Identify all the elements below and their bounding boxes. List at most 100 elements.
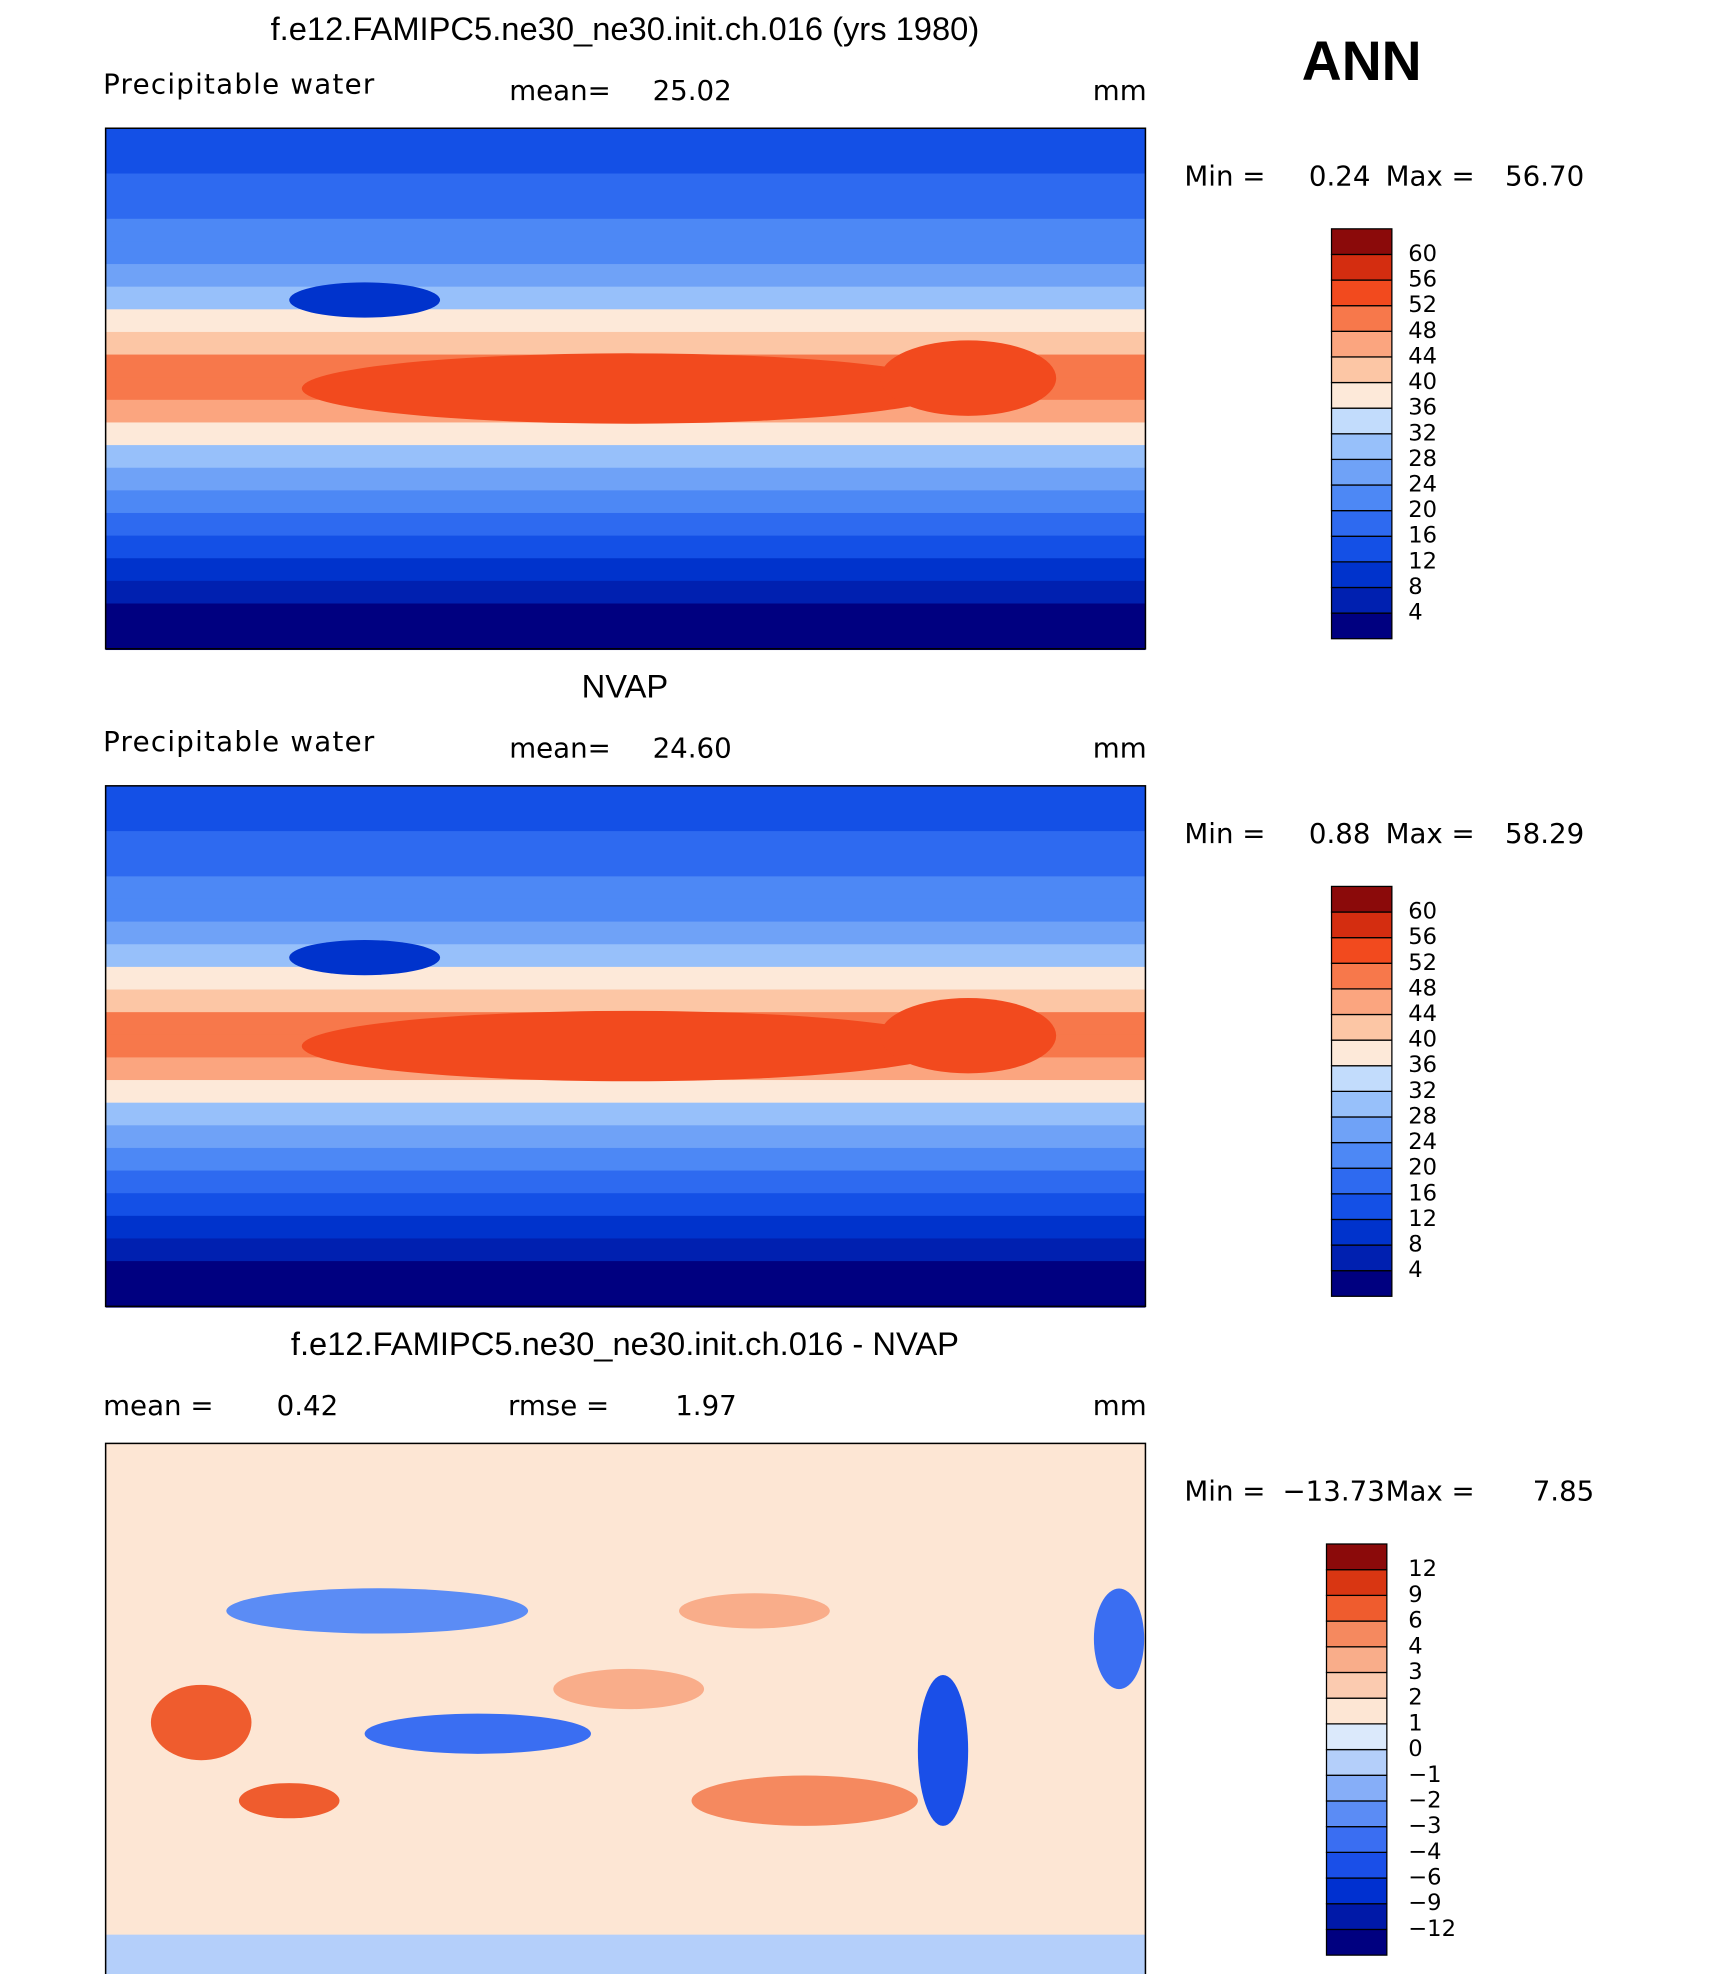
map-blob bbox=[1093, 1588, 1145, 1690]
colorbar-box bbox=[1325, 1800, 1388, 1828]
colorbar-label: 12 bbox=[1408, 1556, 1437, 1582]
colorbar-label: 8 bbox=[1408, 1232, 1422, 1258]
colorbar-label: 16 bbox=[1408, 523, 1437, 549]
colorbar-label: 6 bbox=[1408, 1608, 1422, 1634]
colorbar-box bbox=[1330, 962, 1393, 990]
colorbar-box bbox=[1325, 1697, 1388, 1725]
map-band bbox=[105, 876, 1146, 901]
colorbar-label: 4 bbox=[1408, 600, 1422, 626]
colorbar-label: −4 bbox=[1408, 1839, 1441, 1865]
map-band bbox=[105, 218, 1146, 243]
map-blob bbox=[289, 940, 441, 976]
map-band bbox=[105, 785, 1146, 810]
colorbar-box bbox=[1325, 1826, 1388, 1853]
map-band bbox=[105, 603, 1146, 628]
max-label: Max = bbox=[1386, 1474, 1475, 1507]
map-band bbox=[105, 1934, 1146, 1974]
colorbar-box bbox=[1330, 988, 1393, 1016]
colorbar-box bbox=[1330, 1116, 1393, 1144]
map-band bbox=[105, 921, 1146, 946]
colorbar-box bbox=[1330, 1193, 1393, 1221]
colorbar-label: 28 bbox=[1408, 446, 1437, 472]
max-label: Max = bbox=[1386, 817, 1475, 850]
max-label: Max = bbox=[1386, 159, 1475, 192]
map-band bbox=[105, 831, 1146, 855]
colorbar-box bbox=[1330, 1270, 1393, 1297]
map-band bbox=[105, 808, 1146, 833]
map-band bbox=[105, 1193, 1146, 1218]
colorbar-box bbox=[1330, 228, 1393, 256]
colorbar-box bbox=[1325, 1569, 1388, 1597]
colorbar-box bbox=[1330, 1141, 1393, 1169]
colorbar-label: 4 bbox=[1408, 1633, 1422, 1659]
map-band bbox=[105, 853, 1146, 878]
colorbar-label: 8 bbox=[1408, 574, 1422, 600]
map-band bbox=[105, 150, 1146, 175]
map-blob bbox=[678, 1593, 830, 1629]
colorbar-box bbox=[1330, 1039, 1393, 1067]
map-band bbox=[105, 1283, 1146, 1308]
colorbar-box bbox=[1330, 305, 1393, 332]
units: mm bbox=[1093, 74, 1147, 107]
mean-label: mean= bbox=[509, 731, 611, 764]
max-value: 56.70 bbox=[1505, 159, 1584, 192]
colorbar-box bbox=[1330, 586, 1393, 614]
map-blob bbox=[691, 1775, 918, 1826]
colorbar-box bbox=[1325, 1543, 1388, 1571]
colorbar-label: 40 bbox=[1408, 1027, 1437, 1053]
colorbar-box bbox=[1325, 1851, 1388, 1879]
colorbar-box bbox=[1325, 1903, 1388, 1931]
mean-label: mean= bbox=[509, 74, 611, 107]
colorbar-label: 3 bbox=[1408, 1659, 1422, 1685]
colorbar-label: 56 bbox=[1408, 267, 1437, 293]
colorbar-box bbox=[1330, 458, 1393, 486]
colorbar-box bbox=[1330, 937, 1393, 964]
colorbar-label: 60 bbox=[1408, 899, 1437, 925]
colorbar-box bbox=[1330, 330, 1393, 358]
map-band bbox=[105, 1261, 1146, 1285]
colorbar-label: 12 bbox=[1408, 548, 1437, 574]
panel-title: f.e12.FAMIPC5.ne30_ne30.init.ch.016 - NV… bbox=[291, 1325, 959, 1362]
map-blob bbox=[289, 282, 441, 318]
map-band bbox=[105, 1147, 1146, 1172]
season-label: ANN bbox=[1302, 30, 1422, 92]
colorbar-box bbox=[1330, 407, 1393, 435]
map-band bbox=[105, 445, 1146, 469]
units: mm bbox=[1093, 1389, 1147, 1422]
colorbar-label: 0 bbox=[1408, 1736, 1422, 1762]
colorbar-box bbox=[1330, 1013, 1393, 1041]
map-band bbox=[105, 1215, 1146, 1240]
colorbar-box bbox=[1330, 1090, 1393, 1118]
colorbar-box bbox=[1325, 1646, 1388, 1674]
colorbar-box bbox=[1325, 1774, 1388, 1802]
max-value: 7.85 bbox=[1533, 1474, 1595, 1507]
panel-title: f.e12.FAMIPC5.ne30_ne30.init.ch.016 (yrs… bbox=[271, 10, 980, 47]
map bbox=[105, 1443, 1146, 1974]
colorbar-label: 24 bbox=[1408, 472, 1437, 498]
colorbar-label: 2 bbox=[1408, 1685, 1422, 1711]
map bbox=[105, 128, 1146, 651]
map-blob bbox=[238, 1783, 340, 1819]
mean-value: 0.42 bbox=[277, 1389, 339, 1422]
colorbar-label: 36 bbox=[1408, 1052, 1437, 1078]
mean-value: 25.02 bbox=[653, 74, 732, 107]
mean-value: 24.60 bbox=[653, 731, 732, 764]
map-band bbox=[105, 1102, 1146, 1127]
map-band bbox=[105, 128, 1146, 153]
colorbar-box bbox=[1330, 1065, 1393, 1092]
map-blob bbox=[301, 1010, 956, 1082]
map-band bbox=[105, 241, 1146, 266]
colorbar-box bbox=[1330, 356, 1393, 384]
colorbar-label: 48 bbox=[1408, 975, 1437, 1001]
map-band bbox=[105, 989, 1146, 1014]
colorbar-label: 52 bbox=[1408, 950, 1437, 976]
colorbar-label: 56 bbox=[1408, 924, 1437, 950]
colorbar-box bbox=[1330, 1218, 1393, 1246]
colorbar-label: 4 bbox=[1408, 1257, 1422, 1283]
map-band bbox=[105, 467, 1146, 492]
colorbar-box bbox=[1330, 510, 1393, 537]
map-frame bbox=[104, 785, 1147, 1308]
colorbar-box bbox=[1330, 885, 1393, 913]
min-value: 0.24 bbox=[1309, 159, 1371, 192]
map-blob bbox=[150, 1684, 252, 1761]
